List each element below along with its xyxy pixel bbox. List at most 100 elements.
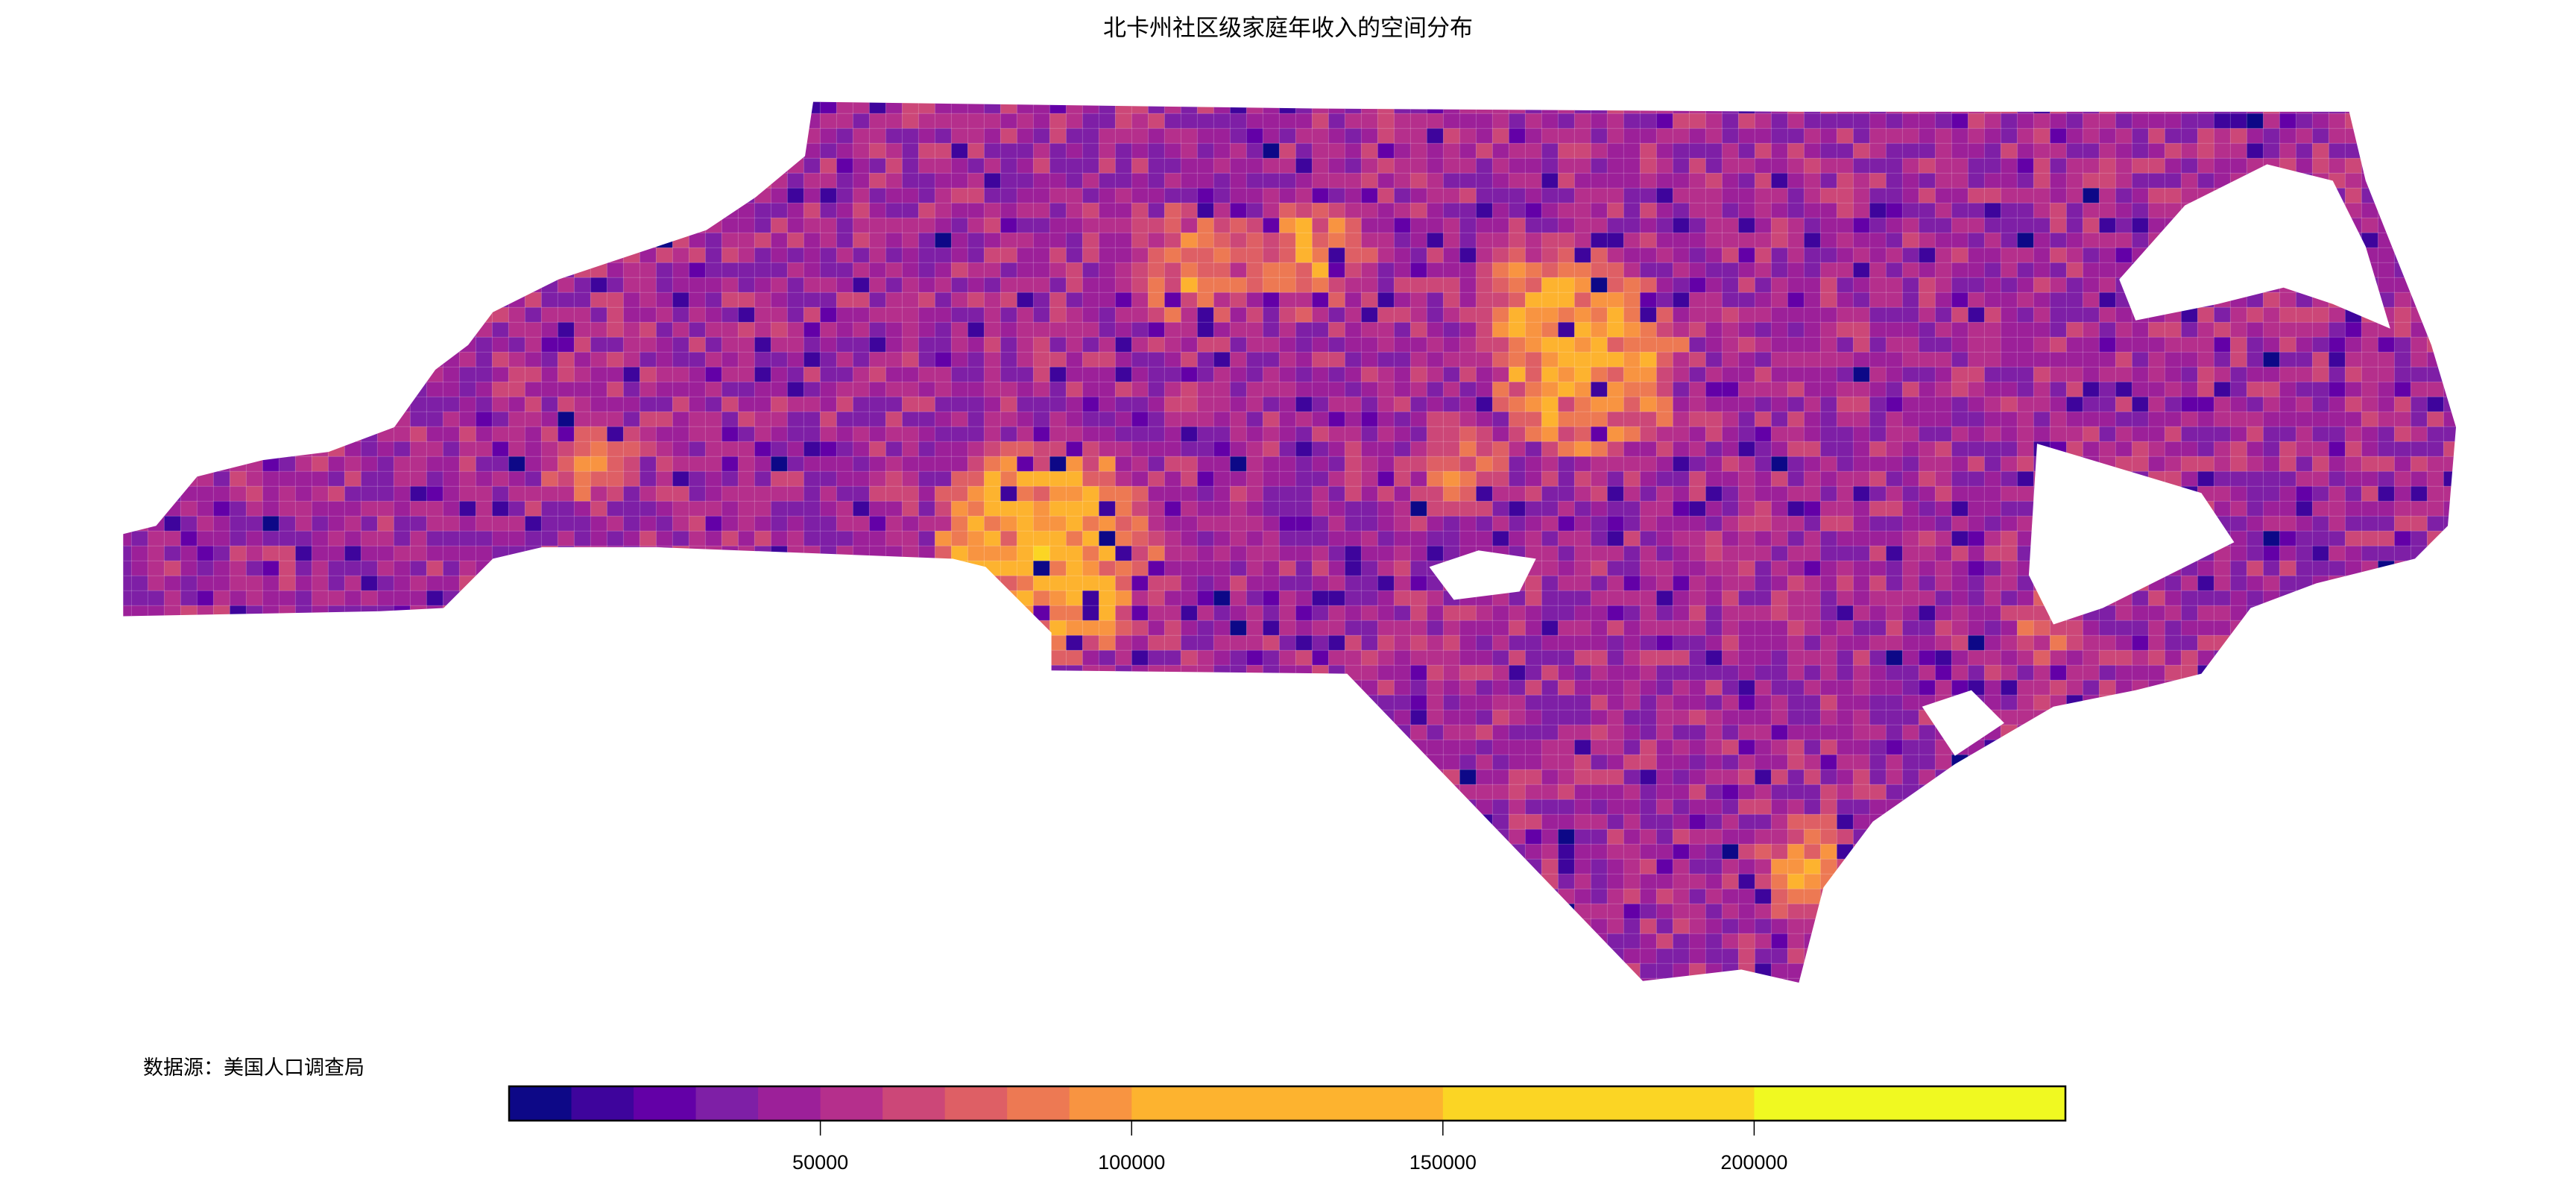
census-tract — [1803, 515, 1822, 532]
census-tract — [754, 172, 772, 189]
census-tract — [2033, 157, 2051, 174]
census-tract — [1819, 411, 1838, 428]
census-tract — [524, 515, 543, 532]
census-tract — [2443, 262, 2456, 279]
census-tract — [1114, 306, 1133, 324]
census-tract — [196, 575, 215, 592]
census-tract — [606, 590, 625, 607]
census-tract — [130, 113, 149, 130]
census-tract — [803, 590, 821, 607]
census-tract — [1311, 560, 1330, 577]
census-tract — [737, 590, 756, 607]
census-tract — [590, 366, 608, 383]
census-tract — [1196, 590, 1215, 607]
census-tract — [967, 187, 985, 204]
census-tract — [1721, 485, 1740, 503]
census-tract — [1918, 426, 1936, 443]
census-tract — [1229, 530, 1248, 547]
census-tract — [1508, 470, 1527, 488]
census-tract — [2344, 142, 2363, 160]
census-tract — [1901, 545, 1920, 562]
census-tract — [130, 515, 149, 532]
census-tract — [2115, 142, 2133, 160]
census-tract — [1426, 142, 1445, 160]
census-tract — [655, 500, 674, 517]
census-tract — [1311, 456, 1330, 473]
census-tract — [2361, 441, 2379, 458]
census-tract — [1475, 172, 1494, 189]
census-tract — [1721, 515, 1740, 532]
census-tract — [294, 247, 313, 264]
census-tract — [491, 277, 510, 294]
census-tract — [1131, 292, 1149, 309]
census-tract — [770, 292, 789, 309]
census-tract — [1180, 575, 1199, 592]
census-tract — [376, 545, 395, 562]
census-tract — [573, 545, 592, 562]
census-tract — [1098, 426, 1117, 443]
census-tract — [737, 411, 756, 428]
census-tract — [163, 157, 182, 174]
census-tract — [1098, 411, 1117, 428]
census-tract — [1557, 500, 1576, 517]
census-tract — [327, 217, 346, 234]
census-tract — [1688, 560, 1707, 577]
census-tract — [1655, 590, 1674, 607]
census-tract — [442, 101, 461, 115]
census-tract — [1770, 101, 1789, 115]
census-tract — [2213, 306, 2232, 324]
census-tract — [1000, 336, 1018, 353]
census-tract — [983, 292, 1002, 309]
census-tract — [1869, 545, 1887, 562]
census-tract — [704, 470, 723, 488]
census-tract — [262, 396, 280, 413]
census-tract — [2016, 485, 2035, 503]
census-tract — [458, 396, 477, 413]
census-tract — [212, 321, 231, 338]
census-tract — [704, 396, 723, 413]
census-tract — [229, 366, 247, 383]
census-tract — [967, 500, 985, 517]
census-tract — [1311, 545, 1330, 562]
census-tract — [1983, 172, 2002, 189]
census-tract — [1967, 530, 1986, 547]
census-tract — [147, 500, 165, 517]
census-tract — [1508, 142, 1527, 160]
census-tract — [1442, 187, 1461, 204]
census-tract — [278, 187, 297, 204]
census-tract — [1491, 396, 1510, 413]
census-tract — [2016, 187, 2035, 204]
census-tract — [1721, 247, 1740, 264]
census-tract — [934, 590, 953, 607]
census-tract — [2197, 560, 2215, 577]
census-tract — [2295, 560, 2314, 577]
census-tract — [1639, 172, 1658, 189]
census-tract — [868, 127, 887, 145]
census-tract — [2328, 485, 2346, 503]
census-tract — [2131, 321, 2150, 338]
census-tract — [573, 530, 592, 547]
census-tract — [196, 456, 215, 473]
census-tract — [1869, 470, 1887, 488]
census-tract — [1065, 217, 1084, 234]
census-tract — [721, 262, 739, 279]
census-tract — [1803, 411, 1822, 428]
census-tract — [2131, 187, 2150, 204]
census-tract — [1262, 292, 1281, 309]
census-tract — [1016, 247, 1035, 264]
census-tract — [1295, 306, 1313, 324]
census-tract — [540, 187, 559, 204]
census-tract — [803, 411, 821, 428]
census-tract — [180, 157, 198, 174]
census-tract — [2443, 426, 2456, 443]
census-tract — [524, 560, 543, 577]
census-tract — [1442, 101, 1461, 115]
census-tract — [819, 247, 838, 264]
census-tract — [2246, 101, 2264, 115]
census-tract — [2377, 187, 2396, 204]
census-tract — [655, 411, 674, 428]
census-tract — [1639, 202, 1658, 219]
census-tract — [540, 575, 559, 592]
census-tract — [1688, 590, 1707, 607]
census-tract — [2311, 113, 2330, 130]
